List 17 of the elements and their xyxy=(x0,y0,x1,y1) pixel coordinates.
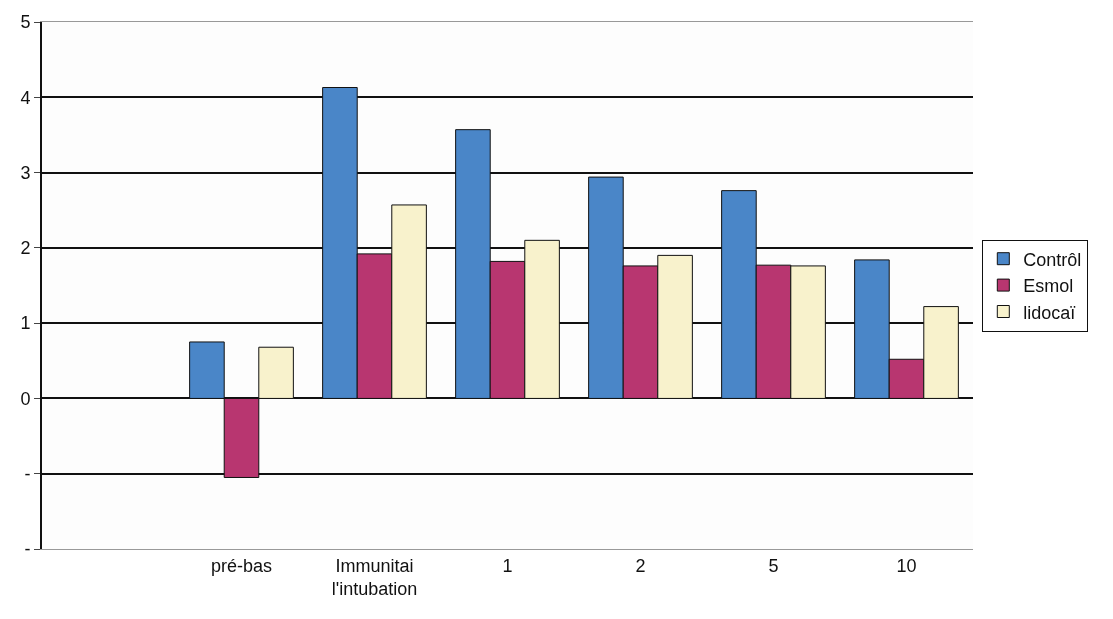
x-tick-label: 10 xyxy=(896,555,917,576)
x-tick-label: Immunitai l'intubation xyxy=(331,555,418,599)
x-tick-label: 5 xyxy=(768,555,779,576)
y-tick-label: - xyxy=(24,464,31,485)
x-tick-label: 2 xyxy=(635,555,646,576)
y-tick-label: 5 xyxy=(20,12,31,33)
legend-label: Contrôl xyxy=(1023,249,1082,270)
y-tick-label: 2 xyxy=(20,238,31,259)
y-tick-label: 3 xyxy=(20,162,31,183)
x-tick-label: pré-bas xyxy=(210,555,273,576)
y-tick-label: 0 xyxy=(20,388,31,409)
legend-label: Esmol xyxy=(1023,276,1074,297)
y-tick-label: 1 xyxy=(20,313,31,334)
x-tick-label: 1 xyxy=(502,555,513,576)
y-tick-label: - xyxy=(24,539,31,560)
y-tick-label: 4 xyxy=(20,87,31,108)
legend-label: lidocaï xyxy=(1023,302,1076,323)
